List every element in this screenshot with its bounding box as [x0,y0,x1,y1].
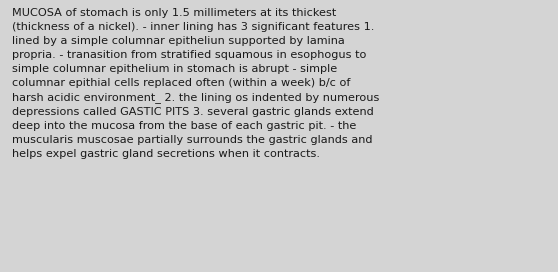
Text: MUCOSA of stomach is only 1.5 millimeters at its thickest
(thickness of a nickel: MUCOSA of stomach is only 1.5 millimeter… [12,8,379,159]
